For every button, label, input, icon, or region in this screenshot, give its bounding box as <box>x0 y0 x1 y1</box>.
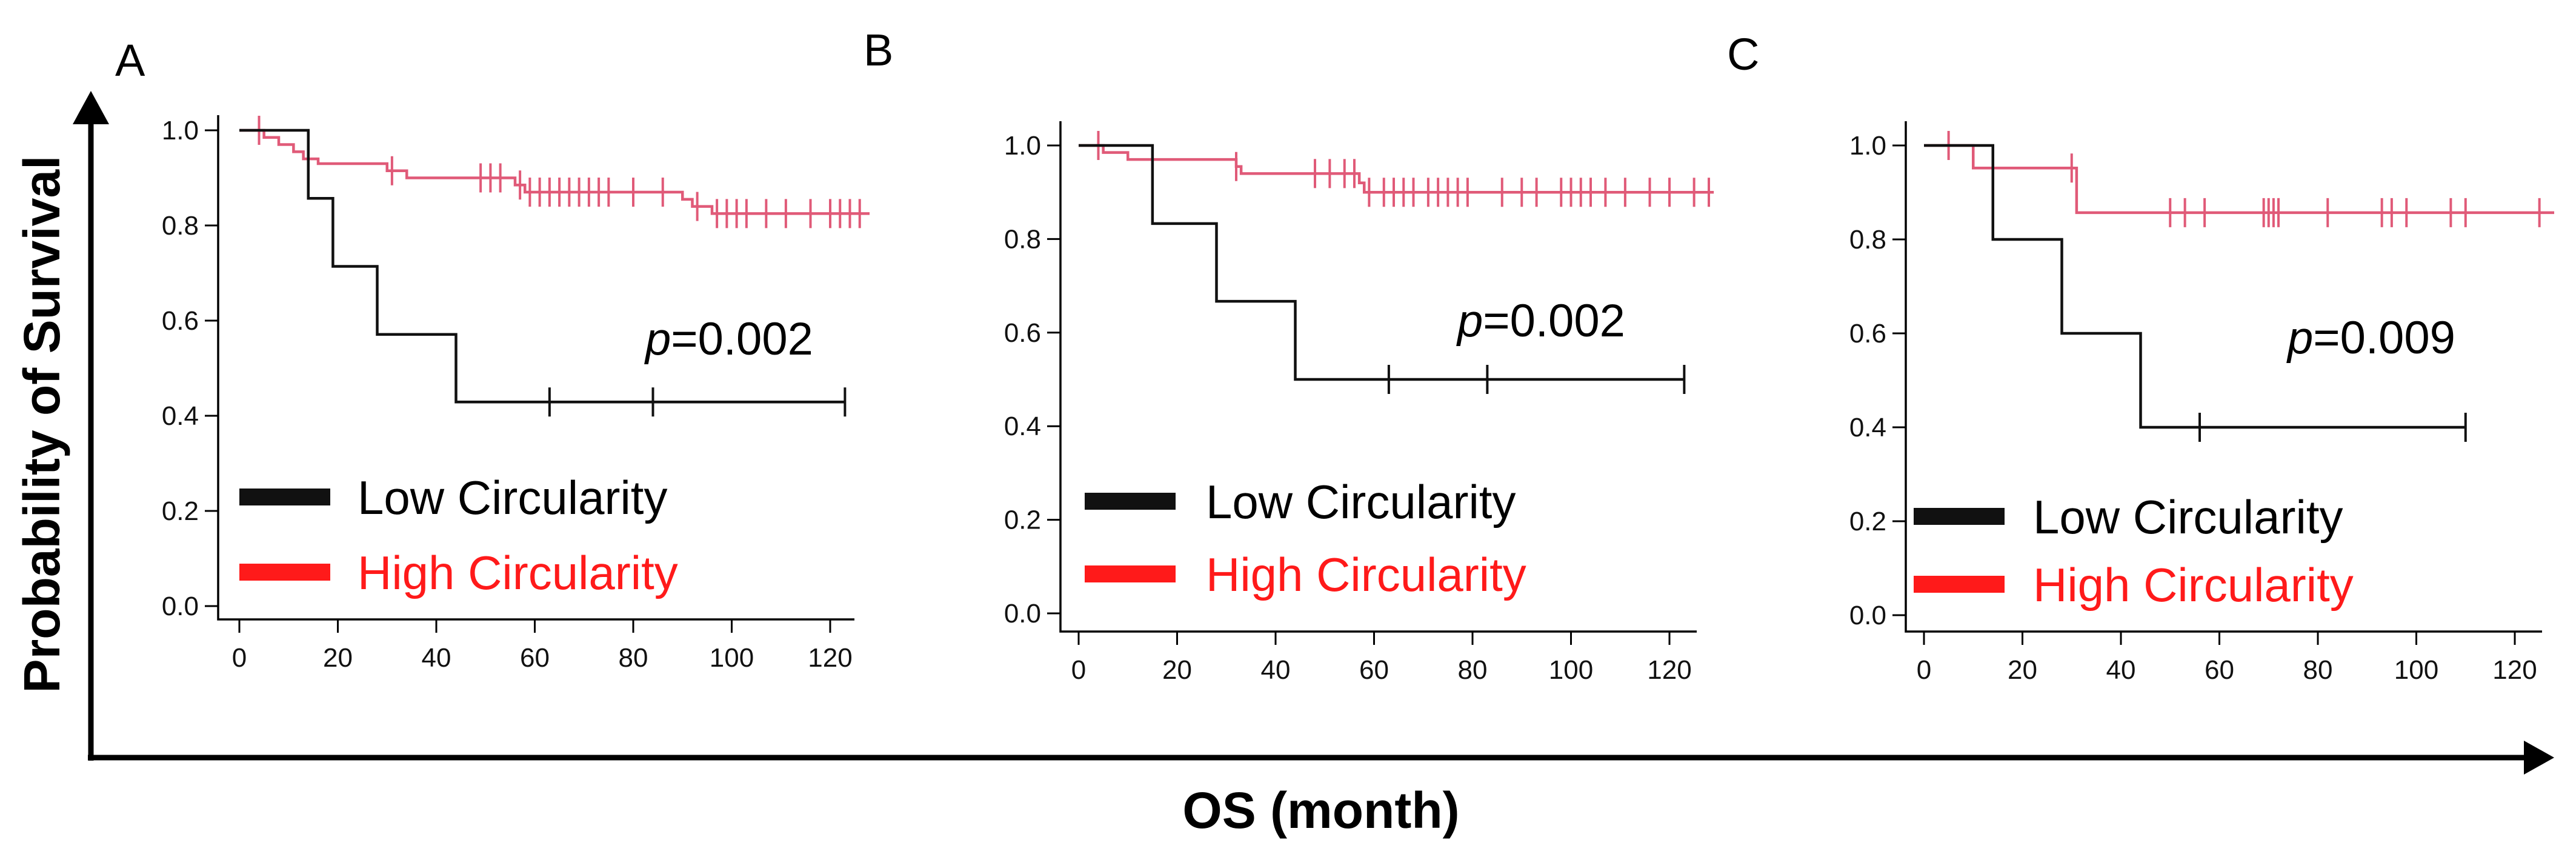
panel-b-xticks: 0 20 40 60 80 100 120 <box>1071 632 1692 685</box>
panel-a-frame <box>217 115 854 621</box>
legend-label-high: High Circularity <box>2033 558 2354 612</box>
panel-label-b: B <box>864 25 893 75</box>
panel-b-curves <box>1079 131 1714 394</box>
legend: Low Circularity High Circularity <box>1085 475 1526 601</box>
legend: Low Circularity High Circularity <box>1914 490 2354 612</box>
y-tick-label: 0.8 <box>162 211 199 241</box>
panel-c-curves <box>1924 131 2554 442</box>
high-circularity-curve <box>1924 144 2554 215</box>
x-tick-label: 80 <box>619 643 648 673</box>
y-tick-label: 1.0 <box>1849 131 1886 161</box>
y-axis-arrowhead <box>73 91 109 124</box>
low-circularity-curve <box>239 128 845 404</box>
legend-label-high: High Circularity <box>1206 548 1526 601</box>
legend-swatch-high <box>239 564 330 581</box>
p-value: =0.002 <box>671 313 813 365</box>
p-value-annotation: p=0.002 <box>644 313 813 365</box>
y-tick-label: 0.8 <box>1004 224 1041 254</box>
x-tick-label: 0 <box>232 643 247 673</box>
legend-label-high: High Circularity <box>358 546 678 599</box>
panel-c-frame <box>1905 121 2542 633</box>
p-symbol: p <box>1456 295 1483 347</box>
y-tick-label: 0.0 <box>162 592 199 621</box>
legend-swatch-low <box>1085 493 1176 510</box>
y-tick-label: 1.0 <box>1004 131 1041 161</box>
x-axis-arrowhead <box>2524 741 2554 775</box>
x-tick-label: 40 <box>422 643 451 673</box>
y-tick-label: 0.4 <box>1004 412 1041 441</box>
y-tick-label: 1.0 <box>162 116 199 145</box>
x-tick-label: 80 <box>1458 655 1488 685</box>
x-tick-label: 100 <box>710 643 754 673</box>
x-tick-label: 40 <box>1261 655 1291 685</box>
y-tick-label: 0.0 <box>1849 601 1886 630</box>
p-symbol: p <box>2286 312 2313 364</box>
y-tick-label: 0.6 <box>162 306 199 336</box>
x-tick-label: 100 <box>2394 655 2438 685</box>
panel-b-yticks: 0.0 0.2 0.4 0.6 0.8 1.0 <box>1004 131 1060 629</box>
legend-swatch-low <box>1914 508 2005 525</box>
x-axis-title: OS (month) <box>1182 782 1459 839</box>
x-tick-label: 60 <box>520 643 550 673</box>
panel-b: B 0.0 0.2 0.4 0.6 0.8 1.0 0 20 40 60 80 100 120 p=0… <box>864 25 1714 685</box>
legend: Low Circularity High Circularity <box>239 471 678 599</box>
x-tick-label: 20 <box>1162 655 1192 685</box>
y-axis-title: Probability of Survival <box>13 156 70 693</box>
legend-label-low: Low Circularity <box>1206 475 1516 529</box>
panel-label-c: C <box>1727 29 1759 79</box>
x-tick-label: 20 <box>323 643 353 673</box>
legend-label-low: Low Circularity <box>2033 490 2343 544</box>
panel-a-xticks: 0 20 40 60 80 100 120 <box>232 619 853 673</box>
y-tick-label: 0.4 <box>162 401 199 431</box>
x-tick-label: 0 <box>1071 655 1086 685</box>
x-tick-label: 0 <box>1917 655 1931 685</box>
y-tick-label: 0.2 <box>1004 505 1041 535</box>
p-value: =0.002 <box>1483 295 1625 347</box>
high-circularity-curve <box>1079 144 1714 194</box>
y-tick-label: 0.8 <box>1849 225 1886 255</box>
legend-label-low: Low Circularity <box>358 471 667 524</box>
panel-a-curves <box>239 116 870 417</box>
p-symbol: p <box>644 313 671 365</box>
p-value-annotation: p=0.009 <box>2286 312 2455 364</box>
p-value-annotation: p=0.002 <box>1456 295 1625 347</box>
legend-swatch-low <box>239 489 330 505</box>
y-tick-label: 0.4 <box>1849 413 1886 442</box>
panel-a-yticks: 0.0 0.2 0.4 0.6 0.8 1.0 <box>162 116 218 621</box>
y-tick-label: 0.6 <box>1849 319 1886 348</box>
panel-label-a: A <box>115 35 145 85</box>
x-tick-label: 120 <box>2492 655 2537 685</box>
high-circularity-curve <box>239 128 870 215</box>
x-tick-label: 80 <box>2303 655 2333 685</box>
x-tick-label: 20 <box>2008 655 2037 685</box>
x-tick-label: 100 <box>1549 655 1593 685</box>
legend-swatch-high <box>1085 565 1176 582</box>
panel-c-xticks: 0 20 40 60 80 100 120 <box>1917 632 2537 685</box>
legend-swatch-high <box>1914 576 2005 593</box>
p-value: =0.009 <box>2313 312 2455 364</box>
low-circularity-curve <box>1079 144 1685 381</box>
y-tick-label: 0.6 <box>1004 318 1041 348</box>
panel-c: C 0.0 0.2 0.4 0.6 0.8 1.0 0 20 40 60 80 100 120 p=0… <box>1727 29 2554 685</box>
x-tick-label: 60 <box>2205 655 2234 685</box>
y-tick-label: 0.2 <box>1849 507 1886 536</box>
panel-c-yticks: 0.0 0.2 0.4 0.6 0.8 1.0 <box>1849 131 1906 630</box>
y-tick-label: 0.2 <box>162 496 199 526</box>
panel-a: A 0.0 0.2 0.4 0.6 0.8 1.0 0 20 40 60 80 100 120 p=0… <box>115 35 870 673</box>
x-tick-label: 60 <box>1359 655 1389 685</box>
y-tick-label: 0.0 <box>1004 599 1041 629</box>
x-tick-label: 120 <box>808 643 852 673</box>
x-tick-label: 40 <box>2106 655 2136 685</box>
x-tick-label: 120 <box>1647 655 1691 685</box>
low-circularity-curve <box>1924 144 2466 429</box>
panel-b-frame <box>1059 121 1697 633</box>
